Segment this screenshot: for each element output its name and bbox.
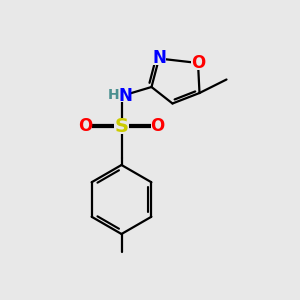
Text: H: H	[107, 88, 119, 102]
Bar	[191, 56, 205, 70]
Bar	[79, 119, 92, 133]
Bar	[152, 52, 166, 65]
Text: O: O	[78, 117, 93, 135]
Text: O: O	[191, 54, 205, 72]
Text: N: N	[152, 50, 166, 68]
Bar	[109, 90, 118, 99]
Text: O: O	[150, 117, 165, 135]
Bar	[151, 119, 164, 133]
Text: N: N	[118, 87, 132, 105]
Text: S: S	[115, 116, 128, 136]
Bar	[114, 118, 129, 134]
Bar	[119, 90, 131, 102]
